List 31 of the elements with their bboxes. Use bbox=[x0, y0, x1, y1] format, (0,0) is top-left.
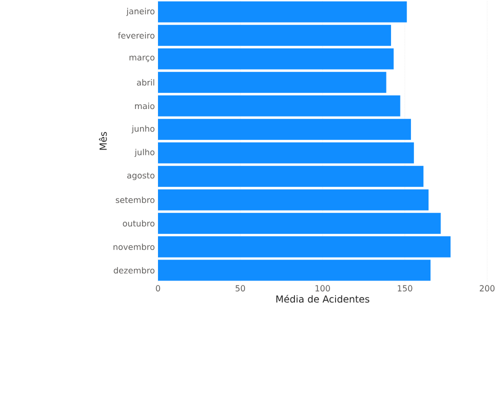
bar bbox=[158, 260, 431, 282]
bar bbox=[158, 2, 407, 23]
y-tick-label: junho bbox=[132, 126, 154, 134]
y-tick-label: maio bbox=[135, 102, 154, 110]
y-tick-label: abril bbox=[136, 79, 154, 86]
x-tick-label: 100 bbox=[316, 285, 330, 292]
bar bbox=[158, 48, 394, 70]
y-tick-label: fevereiro bbox=[118, 32, 154, 39]
bar bbox=[158, 166, 424, 188]
bar bbox=[158, 119, 411, 140]
x-tick-label: 150 bbox=[398, 285, 412, 292]
x-tick-label: 0 bbox=[156, 285, 160, 292]
y-tick-label: janeiro bbox=[126, 8, 154, 16]
bar bbox=[158, 72, 386, 94]
bar bbox=[158, 25, 392, 46]
y-tick-label: novembro bbox=[114, 244, 154, 250]
x-axis-title: Média de Acidentes bbox=[276, 295, 370, 303]
bar bbox=[158, 190, 429, 211]
y-tick-label: outubro bbox=[122, 220, 154, 227]
y-tick-label: agosto bbox=[127, 172, 154, 180]
x-tick-label: 50 bbox=[236, 285, 246, 292]
y-tick-label: setembro bbox=[116, 196, 154, 204]
bar bbox=[158, 96, 400, 117]
y-tick-label: dezembro bbox=[114, 267, 154, 274]
y-tick-label: julho bbox=[134, 149, 154, 158]
y-axis-title: Mês bbox=[98, 132, 107, 150]
x-tick-label: 200 bbox=[480, 285, 495, 292]
y-tick-label: março bbox=[130, 56, 154, 62]
bar bbox=[158, 213, 441, 234]
bar bbox=[158, 236, 451, 258]
bar bbox=[158, 142, 414, 164]
